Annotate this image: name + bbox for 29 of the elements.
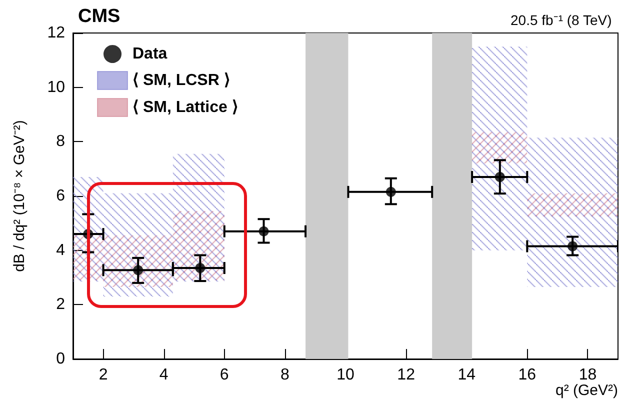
x-tick-label: 2 [98, 366, 108, 384]
x-tick-label: 14 [458, 366, 476, 384]
legend-label: Data [132, 46, 168, 62]
x-axis-title: q² (GeV²) [555, 382, 618, 399]
y-tick-label: 4 [56, 242, 66, 259]
y-tick-label: 10 [47, 78, 66, 96]
y-tick-label: 0 [56, 350, 66, 368]
point [133, 265, 144, 276]
point [195, 262, 206, 273]
x-tick-label: 4 [159, 366, 168, 384]
y-tick-label: 6 [56, 188, 66, 204]
x-tick-label: 6 [220, 366, 229, 384]
legend-label: ⟨ SM, LCSR ⟩ [132, 72, 230, 89]
point [258, 226, 269, 236]
y-axis-title: dB / dq² (10⁻⁸ × GeV⁻²) [11, 120, 28, 272]
x-tick-label: 12 [397, 366, 416, 384]
legend-label: ⟨ SM, Lattice ⟩ [132, 99, 238, 116]
x-tick-label: 10 [336, 366, 354, 384]
y-tick-label: 12 [47, 24, 66, 42]
point [386, 186, 396, 197]
x-tick-label: 16 [518, 366, 536, 384]
x-tick-label: 18 [578, 366, 597, 384]
chart-title: CMS [78, 6, 120, 27]
point [494, 172, 505, 182]
point [568, 241, 578, 252]
x-tick-label: 8 [280, 366, 290, 384]
y-tick-label: 2 [56, 296, 66, 314]
chart-subtitle: 20.5 fb⁻¹ (8 TeV) [510, 12, 612, 28]
y-tick-label: 8 [56, 133, 66, 150]
